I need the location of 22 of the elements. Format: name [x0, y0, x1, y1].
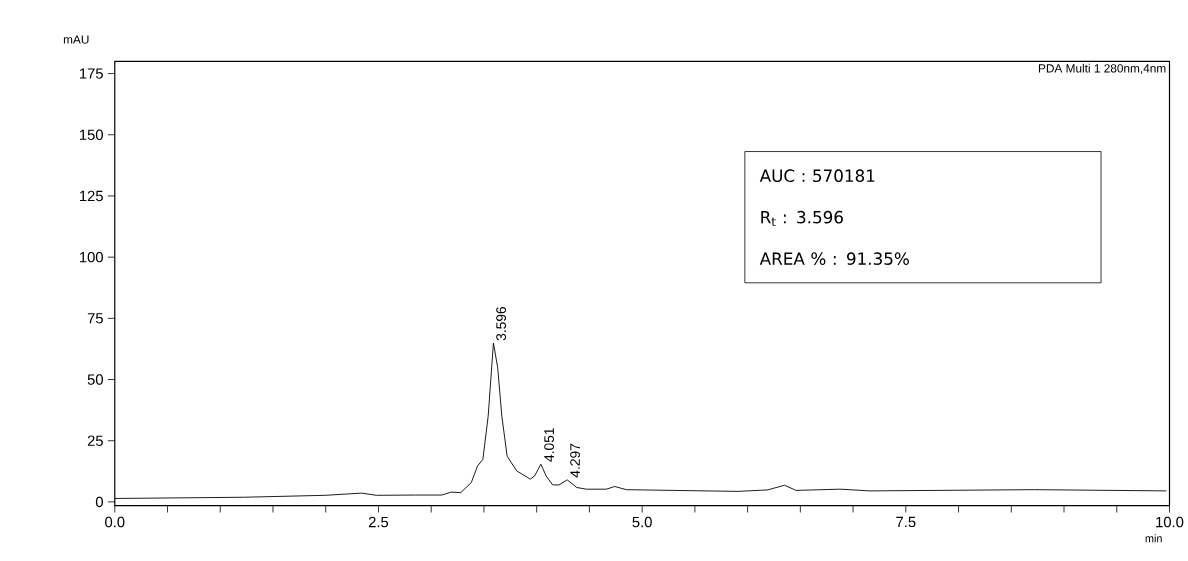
- y-tick-label: 0: [95, 496, 103, 508]
- y-tick-label: 150: [80, 129, 103, 140]
- y-tick-label: 25: [87, 435, 103, 446]
- annotation: AUC : 570181: [759, 169, 875, 183]
- x-tick-label: 7.5: [896, 516, 916, 528]
- y-tick-label: 75: [87, 313, 103, 324]
- x-tick-label: 5.0: [632, 516, 652, 528]
- annotation: R$_{t}$ : 3.596: [761, 210, 843, 226]
- annotation: 4.297: [570, 443, 580, 478]
- y-tick-label: 125: [80, 190, 103, 202]
- annotation: AREA % : 91.35%: [759, 252, 909, 265]
- annotation: 4.051: [544, 428, 554, 462]
- x-tick-label: 2.5: [368, 516, 389, 528]
- y-tick-label: 50: [87, 374, 103, 385]
- y-tick-label: 100: [80, 251, 103, 263]
- annotation: PDA Multi 1 280nm,4nm: [1038, 63, 1166, 74]
- x-tick-label: 10.0: [1156, 516, 1184, 528]
- x-axis-title: min: [1145, 534, 1162, 543]
- y-tick-label: 175: [80, 68, 103, 79]
- y-axis-title: mAU: [63, 35, 89, 44]
- x-tick-label: 0.0: [105, 516, 125, 528]
- annotation: 3.596: [496, 306, 507, 341]
